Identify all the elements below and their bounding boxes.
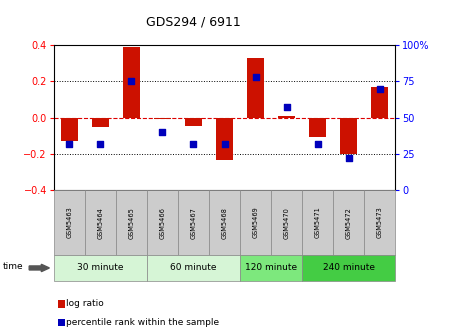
Point	[66, 141, 73, 146]
Text: GSM5473: GSM5473	[377, 207, 383, 239]
Point	[159, 129, 166, 135]
Text: log ratio: log ratio	[66, 299, 104, 308]
Point	[128, 79, 135, 84]
Text: GSM5464: GSM5464	[97, 207, 103, 239]
Bar	[278, 116, 295, 118]
Text: GSM5466: GSM5466	[159, 207, 165, 239]
Text: 60 minute: 60 minute	[170, 263, 217, 272]
Text: GSM5463: GSM5463	[66, 207, 72, 239]
Text: GSM5470: GSM5470	[284, 207, 290, 239]
Text: GSM5465: GSM5465	[128, 207, 134, 239]
Bar	[154, 118, 171, 119]
Point	[283, 105, 290, 110]
Point	[314, 141, 321, 146]
Bar	[216, 118, 233, 160]
Point	[97, 141, 104, 146]
Text: percentile rank within the sample: percentile rank within the sample	[66, 318, 220, 327]
Text: GSM5467: GSM5467	[190, 207, 197, 239]
Point	[376, 86, 383, 91]
Text: GSM5468: GSM5468	[221, 207, 228, 239]
Text: 120 minute: 120 minute	[245, 263, 297, 272]
Bar	[185, 118, 202, 126]
Point	[190, 141, 197, 146]
Text: 30 minute: 30 minute	[77, 263, 123, 272]
Bar	[371, 87, 388, 118]
Text: 240 minute: 240 minute	[322, 263, 374, 272]
Text: GSM5471: GSM5471	[315, 207, 321, 239]
Bar	[309, 118, 326, 137]
Text: time: time	[2, 262, 23, 271]
Text: GSM5469: GSM5469	[252, 207, 259, 239]
Bar	[123, 47, 140, 118]
Bar	[340, 118, 357, 154]
Bar	[92, 118, 109, 127]
Text: GSM5472: GSM5472	[346, 207, 352, 239]
Point	[345, 155, 352, 161]
Bar	[61, 118, 78, 141]
Bar	[247, 58, 264, 118]
Point	[221, 141, 228, 146]
Point	[252, 75, 259, 80]
Text: GDS294 / 6911: GDS294 / 6911	[145, 15, 241, 28]
